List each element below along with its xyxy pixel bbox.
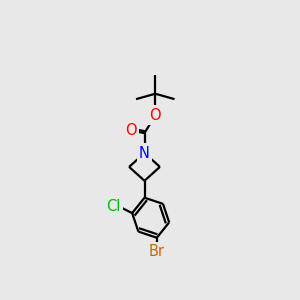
Text: O: O: [149, 108, 161, 123]
Text: Cl: Cl: [106, 200, 121, 214]
Text: O: O: [125, 123, 136, 138]
Text: N: N: [139, 146, 150, 160]
Text: Br: Br: [149, 244, 165, 259]
